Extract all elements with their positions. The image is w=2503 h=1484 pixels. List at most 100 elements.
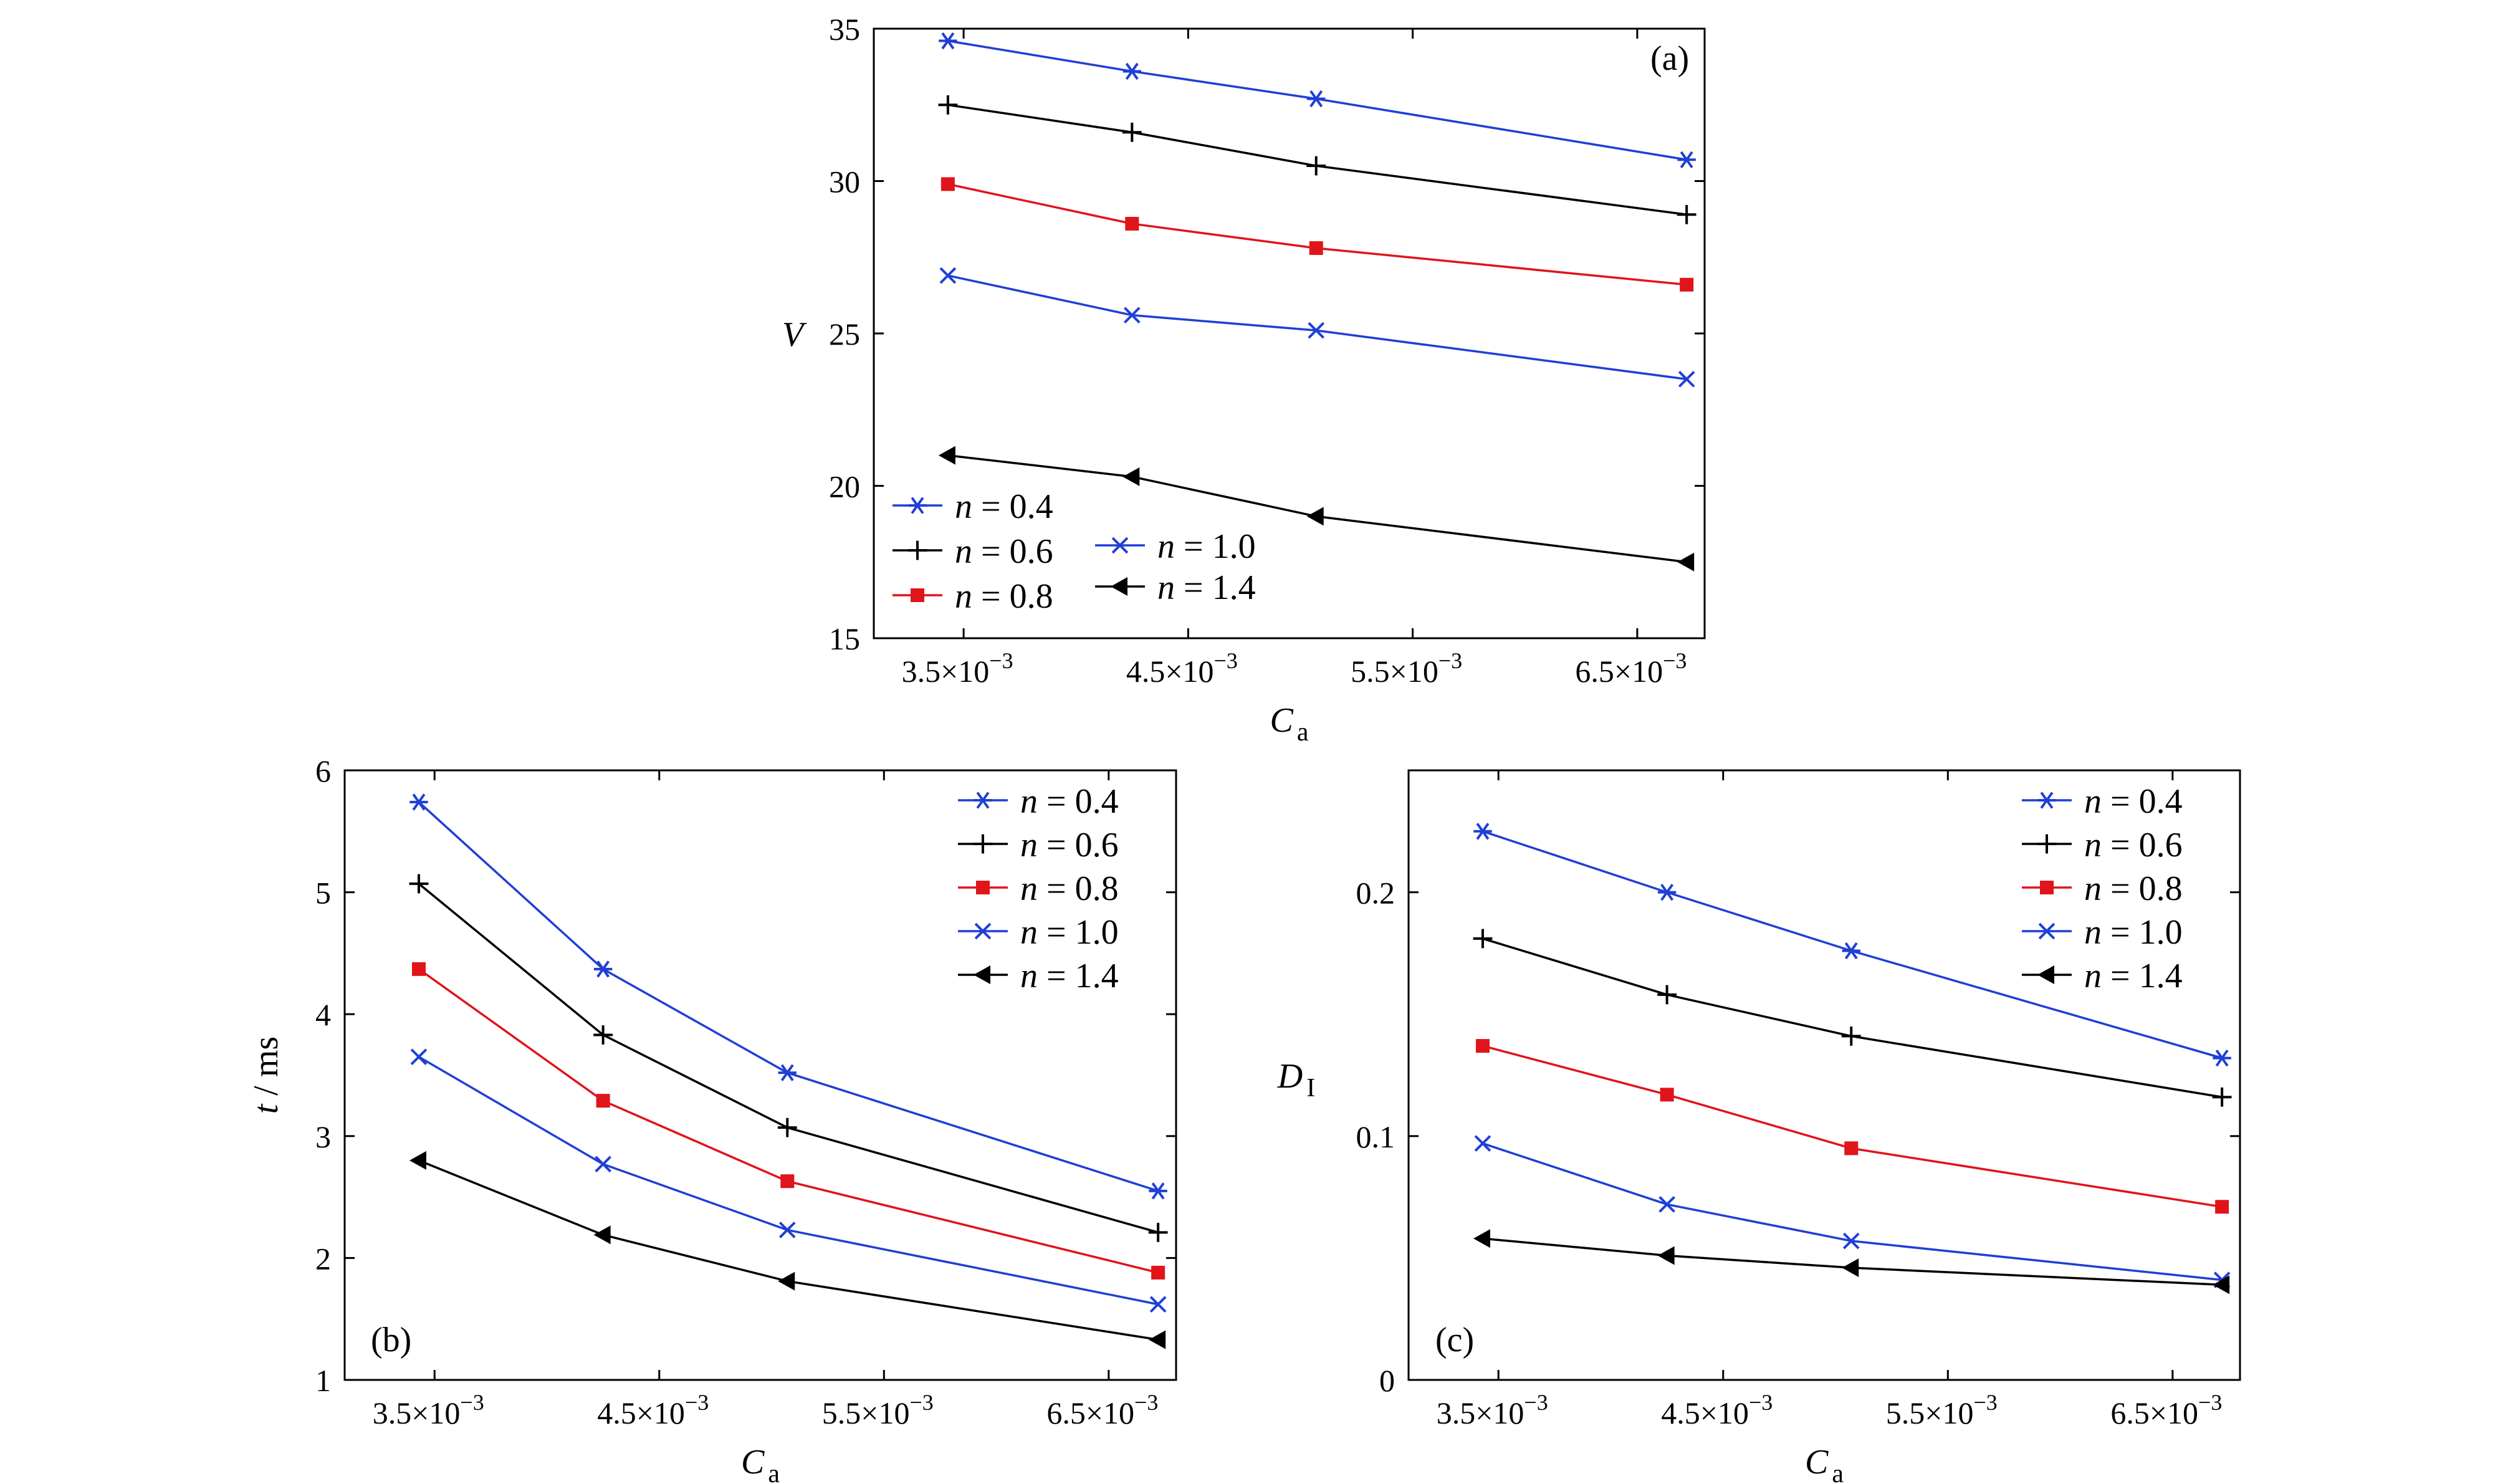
legend-marker bbox=[974, 922, 992, 940]
data-point-0-2-stroke bbox=[1309, 90, 1323, 108]
legend-label: n = 0.6 bbox=[1020, 826, 1119, 864]
data-point-4-2 bbox=[1842, 1258, 1859, 1278]
series-line-0 bbox=[418, 801, 1159, 1192]
data-point-1-1 bbox=[1657, 985, 1677, 1005]
y-tick-label: 3 bbox=[315, 1119, 331, 1154]
data-point-4-1-shape bbox=[1122, 467, 1140, 486]
x-tick-label: 3.5×10−3 bbox=[902, 648, 1013, 689]
series-line-3 bbox=[947, 274, 1687, 381]
legend-marker-shape bbox=[974, 965, 990, 984]
legend-marker-shape bbox=[976, 881, 990, 894]
data-point-2-3 bbox=[1151, 1265, 1165, 1280]
data-point-2-1 bbox=[1660, 1088, 1674, 1102]
y-tick-label: 15 bbox=[829, 621, 860, 656]
y-tick-label: 20 bbox=[829, 469, 860, 504]
series-line-2 bbox=[418, 968, 1159, 1274]
legend-marker-shape bbox=[2040, 881, 2054, 894]
legend-entry-2: n = 0.8 bbox=[2022, 869, 2183, 908]
legend-marker-stroke bbox=[1111, 537, 1129, 554]
legend-marker bbox=[974, 965, 990, 984]
data-point-1-2 bbox=[1306, 156, 1326, 176]
data-point-4-1-shape bbox=[593, 1225, 611, 1245]
data-point-0-0-stroke bbox=[941, 32, 955, 50]
legend-marker bbox=[976, 881, 990, 894]
legend-marker-stroke bbox=[974, 922, 992, 940]
legend-label: n = 1.4 bbox=[2084, 957, 2183, 995]
legend: n = 0.4 n = 0.6 n = 0.8 n = 1.0 n = 1.4 bbox=[958, 782, 1119, 995]
legend-marker bbox=[911, 588, 924, 602]
legend-marker bbox=[974, 792, 992, 809]
x-tick-label: 4.5×10−3 bbox=[1661, 1390, 1773, 1430]
data-point-1-3 bbox=[1148, 1222, 1168, 1242]
legend-marker bbox=[2040, 881, 2054, 894]
x-tick-label: 5.5×10−3 bbox=[1886, 1390, 1998, 1430]
y-tick-label: 4 bbox=[315, 997, 331, 1032]
x-tick-label: 3.5×10−3 bbox=[1437, 1390, 1548, 1430]
legend-entry-0: n = 0.4 bbox=[958, 782, 1119, 821]
legend-marker-stroke bbox=[976, 792, 990, 809]
x-tick-label: 3.5×10−3 bbox=[373, 1390, 484, 1430]
series-line-4 bbox=[418, 1159, 1159, 1341]
legend-label: n = 0.4 bbox=[2084, 782, 2183, 821]
data-point-1-2 bbox=[1841, 1027, 1861, 1046]
data-point-0-0 bbox=[1473, 823, 1492, 840]
data-point-4-0 bbox=[938, 446, 955, 465]
legend-label: n = 0.6 bbox=[955, 532, 1053, 571]
data-point-0-1 bbox=[1122, 62, 1142, 80]
data-point-3-0-stroke bbox=[410, 1048, 428, 1065]
data-point-2-3-shape bbox=[1151, 1265, 1165, 1280]
data-point-4-1-shape bbox=[1657, 1246, 1675, 1265]
legend-label: n = 1.0 bbox=[1157, 527, 1256, 566]
legend-entry-3: n = 1.0 bbox=[2022, 913, 2183, 952]
data-point-4-1 bbox=[1657, 1246, 1675, 1265]
y-tick-label: 0 bbox=[1379, 1363, 1395, 1398]
data-point-1-0 bbox=[938, 95, 958, 115]
data-point-4-3 bbox=[2213, 1275, 2230, 1295]
data-point-0-2-stroke bbox=[1844, 942, 1858, 960]
x-tick-label: 6.5×10−3 bbox=[1575, 648, 1687, 689]
data-point-3-1 bbox=[595, 1156, 611, 1173]
legend-marker-stroke bbox=[2038, 922, 2056, 940]
data-point-2-1-shape bbox=[1660, 1088, 1674, 1102]
legend-label: n = 0.4 bbox=[955, 487, 1053, 526]
y-tick-label: 35 bbox=[829, 12, 860, 47]
chart-panel-c: 0 0.1 0.2 3.5×10−3 4.5×10−3 5.5×10−3 6.5×10−3 C… bbox=[1277, 769, 2241, 1484]
legend-entry-3: n = 1.0 bbox=[1095, 527, 1256, 566]
legend-entry-0: n = 0.4 bbox=[2022, 782, 2183, 821]
data-point-2-0 bbox=[940, 177, 955, 191]
data-point-3-1-stroke bbox=[1123, 307, 1141, 323]
y-tick-label: 1 bbox=[315, 1363, 331, 1398]
data-point-4-2 bbox=[778, 1271, 795, 1291]
legend-entry-3: n = 1.0 bbox=[958, 913, 1119, 952]
data-point-4-2-shape bbox=[778, 1271, 795, 1291]
legend-marker-stroke bbox=[911, 497, 924, 514]
data-point-3-2 bbox=[1308, 322, 1325, 339]
data-point-0-0-stroke bbox=[412, 793, 426, 811]
chart-panel-a: 15 20 25 30 35 3.5×10−3 4.5×10−3 5.5×10−3 6.5×10… bbox=[782, 12, 1706, 747]
y-tick-label: 0.1 bbox=[1356, 1119, 1395, 1154]
x-tick-label: 5.5×10−3 bbox=[822, 1390, 934, 1430]
data-point-4-2-shape bbox=[1306, 507, 1324, 526]
data-point-0-1 bbox=[1657, 883, 1677, 901]
plot-frame bbox=[1407, 769, 2241, 1381]
data-point-3-0 bbox=[939, 267, 957, 284]
legend-marker bbox=[1111, 537, 1129, 554]
data-point-2-2 bbox=[1844, 1141, 1859, 1156]
data-point-2-0 bbox=[411, 962, 426, 976]
legend-entry-4: n = 1.4 bbox=[1095, 568, 1256, 607]
data-point-0-2-stroke bbox=[780, 1064, 794, 1081]
data-point-3-1 bbox=[1123, 307, 1141, 323]
data-point-2-3-shape bbox=[1680, 277, 1694, 292]
legend-marker bbox=[2037, 792, 2056, 809]
legend-label: n = 0.4 bbox=[1020, 782, 1119, 821]
data-point-0-1-stroke bbox=[1660, 883, 1674, 901]
data-point-1-0 bbox=[409, 874, 429, 894]
series-line-1 bbox=[947, 103, 1687, 216]
y-axis-label: t / ms bbox=[247, 1036, 285, 1114]
data-point-1-2 bbox=[777, 1118, 797, 1137]
series-line-0 bbox=[1482, 830, 2223, 1060]
x-tick-label: 6.5×10−3 bbox=[2110, 1390, 2222, 1430]
data-point-3-3-stroke bbox=[1678, 371, 1695, 388]
